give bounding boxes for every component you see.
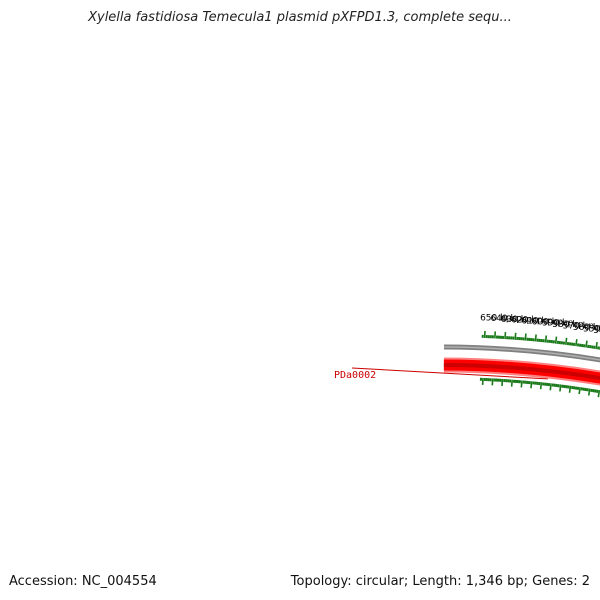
outer-tick xyxy=(514,332,517,340)
inner-tick xyxy=(587,388,591,396)
inner-tick xyxy=(549,383,552,391)
inner-tick xyxy=(578,387,581,395)
bp-tick-label: 540 bp xyxy=(593,326,600,336)
inner-tick xyxy=(530,381,533,389)
inner-tick xyxy=(510,379,513,387)
bp-tick-label: 550 bp xyxy=(583,324,600,334)
bp-tick-label: 650 bp xyxy=(480,314,512,324)
map-title: Xylella fastidiosa Temecula1 plasmid pXF… xyxy=(88,10,512,25)
inner-tick xyxy=(597,390,600,398)
outer-tick xyxy=(585,340,588,348)
outer-tick xyxy=(554,336,558,344)
bp-tick-label: 630 bp xyxy=(501,315,533,325)
outer-tick xyxy=(575,339,578,347)
bp-tick-label: 560 bp xyxy=(573,323,600,333)
bp-tick-label: 570 bp xyxy=(563,321,595,331)
inner-tick xyxy=(568,385,572,393)
bp-tick-label: 600 bp xyxy=(532,318,564,328)
bp-tick-label: 640 bp xyxy=(490,314,522,324)
bp-tick-label: 610 bp xyxy=(521,317,553,327)
inner-tick xyxy=(520,380,523,388)
inner-tick xyxy=(559,384,562,392)
outer-tick xyxy=(544,335,548,343)
outer-tick xyxy=(524,333,527,341)
outer-tick xyxy=(595,342,598,350)
bp-tick-label: 620 bp xyxy=(511,316,543,326)
bp-tick-label: 580 bp xyxy=(552,320,584,330)
summary-text: Topology: circular; Length: 1,346 bp; Ge… xyxy=(290,574,590,589)
backbone-highlight xyxy=(443,346,600,361)
bp-tick-label: 590 bp xyxy=(542,319,574,329)
inner-tick xyxy=(539,382,543,390)
accession-text: Accession: NC_004554 xyxy=(9,574,157,589)
gene-label: PDa0002 xyxy=(334,370,376,381)
outer-tick xyxy=(534,334,537,342)
gene-leader-line xyxy=(351,367,548,380)
gene-core xyxy=(443,363,600,381)
outer-tick xyxy=(564,337,568,345)
